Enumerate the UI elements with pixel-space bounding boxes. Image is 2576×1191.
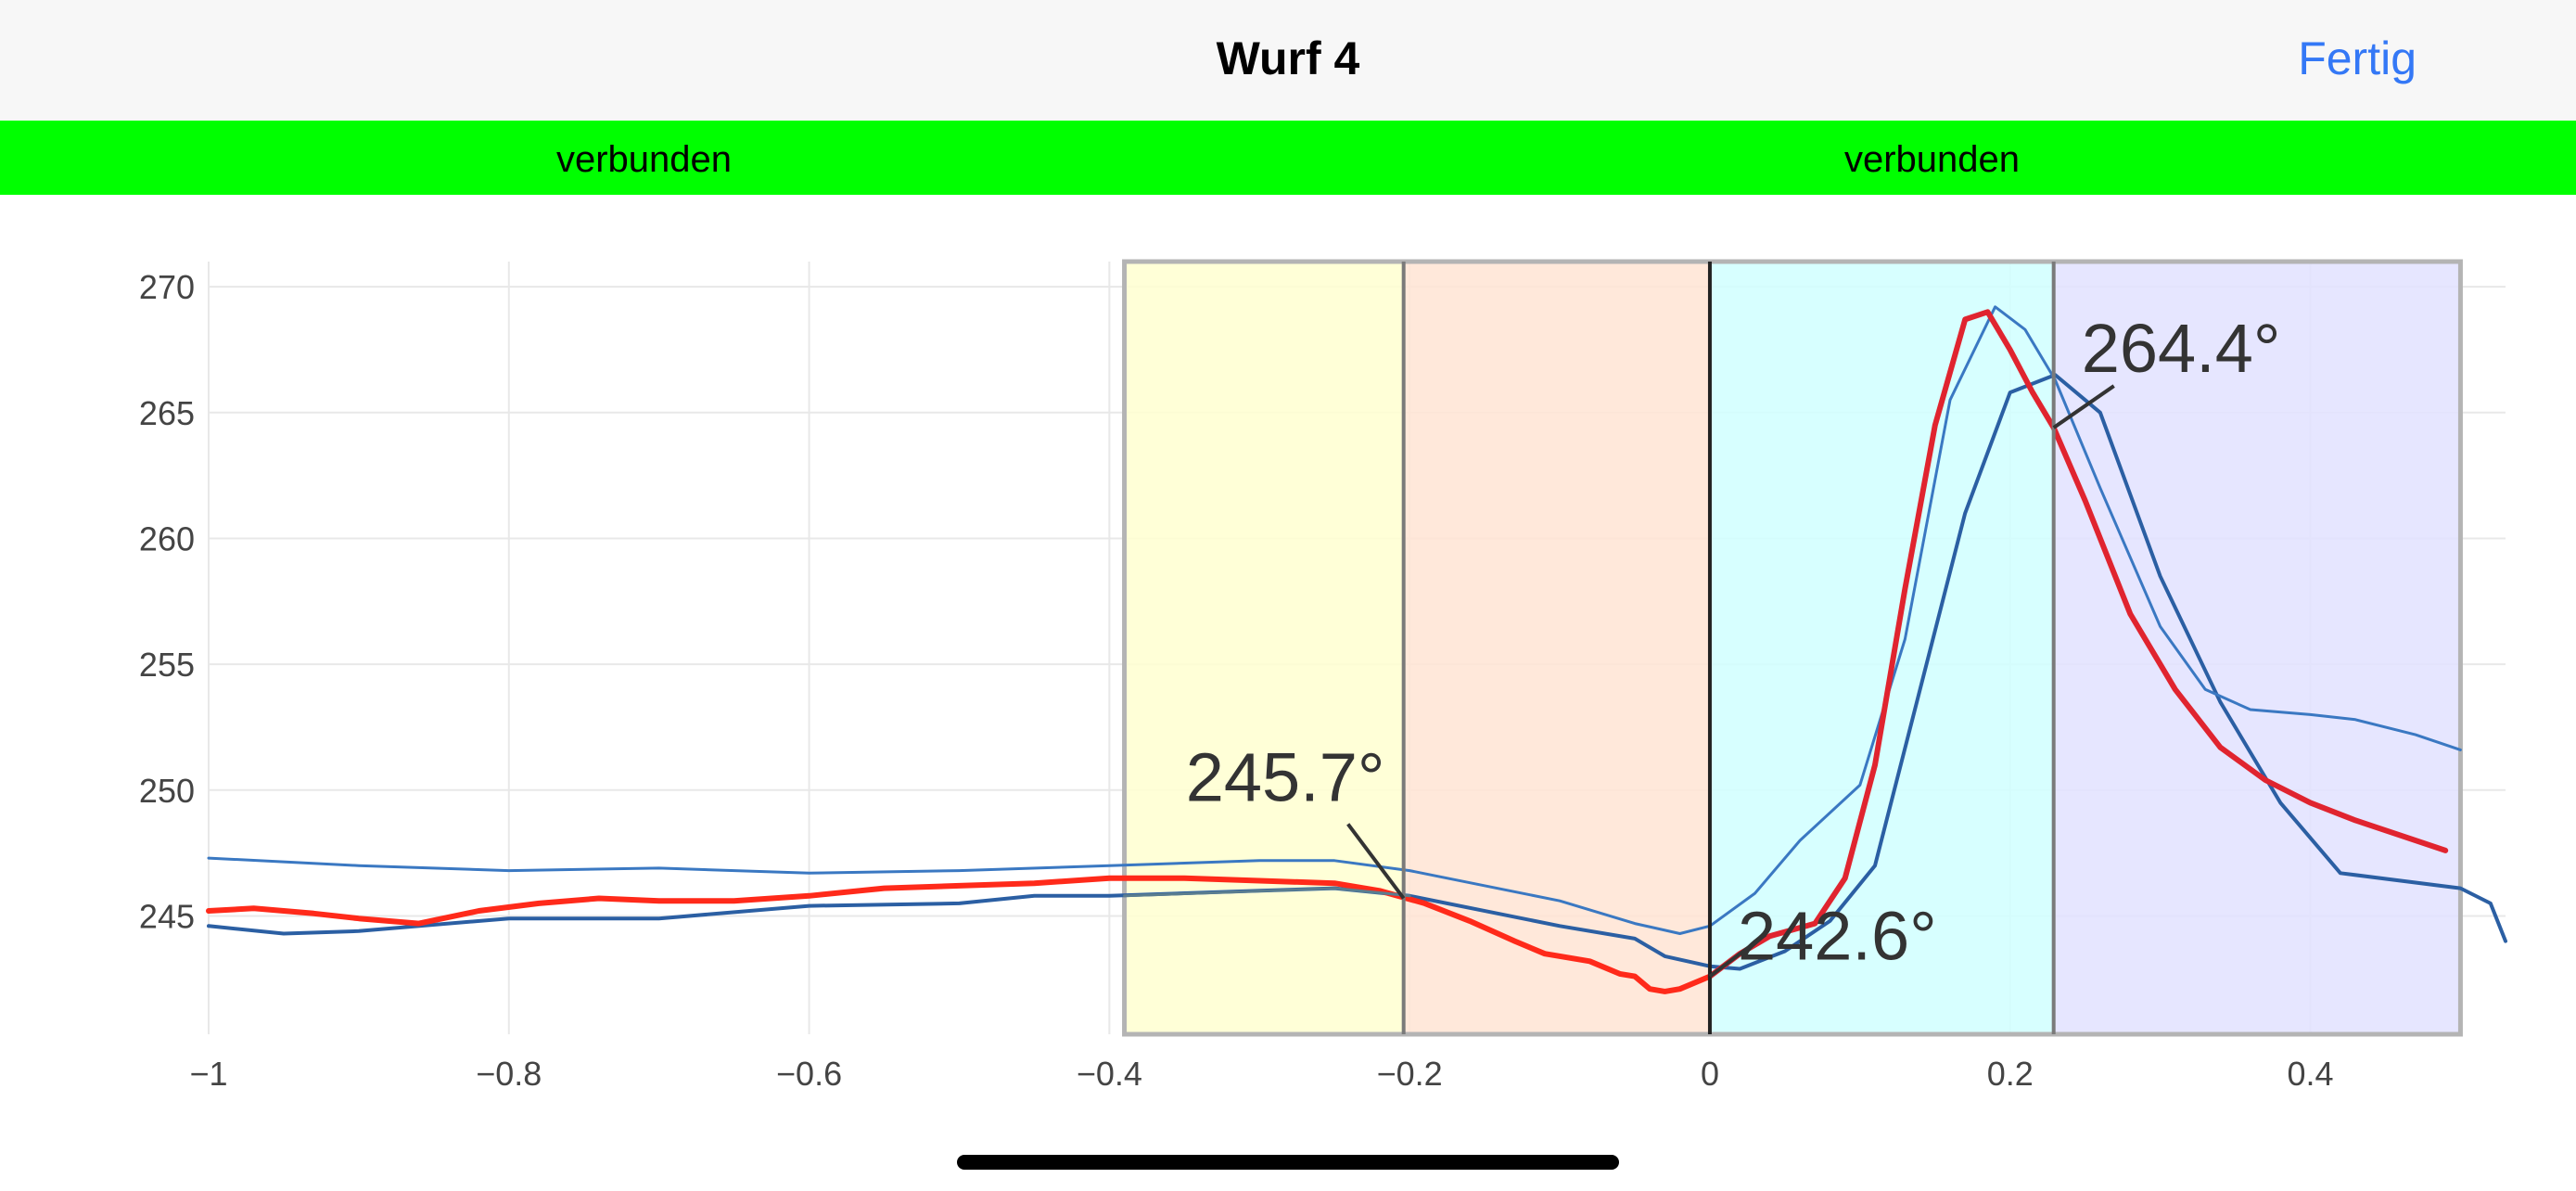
x-tick-label: −0.4	[1077, 1055, 1142, 1093]
status-left: verbunden	[555, 139, 733, 180]
connection-status-bar: verbunden verbunden	[0, 121, 2576, 195]
phase-regions	[1122, 259, 2463, 1037]
y-tick-label: 270	[139, 268, 195, 306]
series-line-5	[1123, 887, 1411, 898]
done-button[interactable]: Fertig	[2298, 32, 2417, 84]
annotation-label: 245.7°	[1186, 738, 1385, 815]
phase-frame	[1122, 259, 2463, 1037]
x-tick-label: 0.4	[2288, 1055, 2334, 1093]
series-line-4	[1707, 309, 2449, 980]
phase-region	[1709, 262, 2054, 1034]
y-tick-label: 260	[139, 519, 195, 557]
y-tick-label: 250	[139, 772, 195, 810]
annotation-pointer	[2052, 384, 2115, 429]
annotation-label: 264.4°	[2082, 310, 2281, 387]
annotations: 245.7° 242.6° 264.4°	[1186, 310, 2281, 979]
annotation-label: 242.6°	[1738, 898, 1937, 975]
x-tick-label: −1	[189, 1055, 227, 1093]
x-tick-label: −0.8	[476, 1055, 542, 1093]
x-tick-label: −0.2	[1377, 1055, 1443, 1093]
axis-ticks: −1 −0.8 −0.6 −0.4 −0.2 0 0.2 0.4 245 250 255 260 265…	[139, 268, 2334, 1093]
y-tick-label: 245	[139, 897, 195, 935]
data-series	[206, 305, 2507, 994]
annotation-pointer	[1708, 932, 1767, 979]
phase-region	[1124, 262, 1404, 1034]
phase-markers	[1401, 262, 2056, 1034]
series-line-3	[206, 875, 1713, 994]
nav-bar: Wurf 4 Fertig	[0, 0, 2576, 121]
y-tick-label: 265	[139, 394, 195, 432]
page-title: Wurf 4	[1216, 32, 1360, 84]
annotation-pointer	[1346, 823, 1406, 900]
status-right: verbunden	[1843, 139, 2021, 180]
phase-region	[1403, 262, 1710, 1034]
phase-region	[2053, 262, 2461, 1034]
x-tick-label: 0.2	[1987, 1055, 2034, 1093]
y-tick-label: 255	[139, 646, 195, 684]
x-tick-label: −0.6	[776, 1055, 842, 1093]
x-tick-label: 0	[1701, 1055, 1719, 1093]
home-indicator[interactable]	[957, 1155, 1619, 1170]
series-line-2	[207, 305, 2462, 935]
